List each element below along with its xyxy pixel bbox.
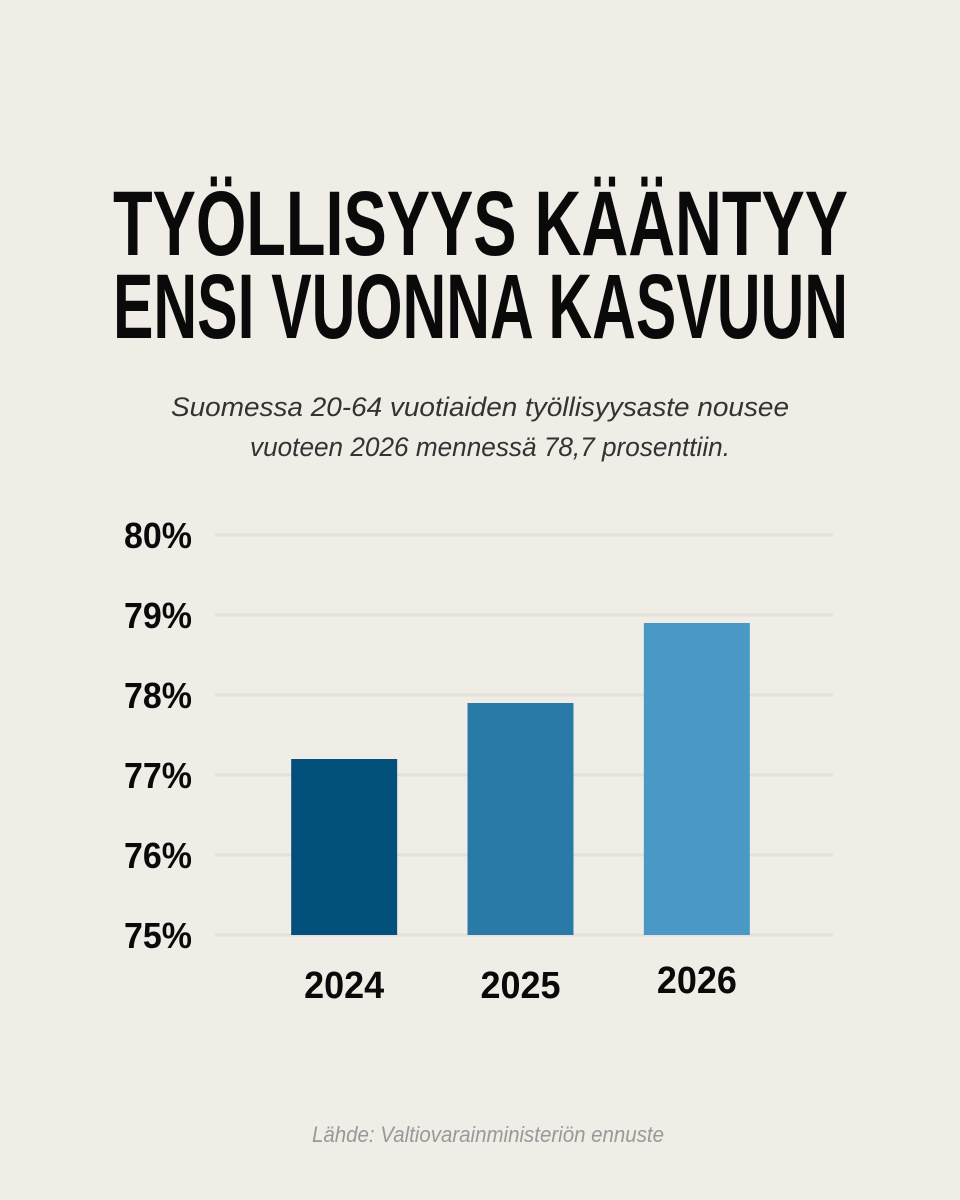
y-tick-label: 75%: [124, 915, 192, 956]
y-tick-label: 78%: [124, 675, 192, 716]
bar: [291, 759, 398, 935]
y-tick-label: 77%: [124, 755, 192, 796]
y-tick-label: 76%: [124, 835, 192, 876]
y-tick-label: 79%: [124, 595, 192, 636]
chart-title: TYÖLLISYYS KÄÄNTYY: [113, 173, 848, 275]
chart-title: ENSI VUONNA KASVUUN: [113, 256, 848, 358]
subtitle: vuoteen 2026 mennessä 78,7 prosenttiin.: [250, 432, 730, 462]
x-tick-label: 2026: [657, 960, 737, 1002]
y-tick-label: 80%: [124, 515, 192, 556]
x-tick-label: 2024: [304, 965, 384, 1007]
x-tick-label: 2025: [481, 965, 561, 1007]
subtitle: Suomessa 20-64 vuotiaiden työllisyysaste…: [171, 392, 789, 422]
bar: [467, 703, 574, 935]
bar: [643, 623, 750, 935]
source: Lähde: Valtiovarainministeriön ennuste: [312, 1122, 664, 1147]
